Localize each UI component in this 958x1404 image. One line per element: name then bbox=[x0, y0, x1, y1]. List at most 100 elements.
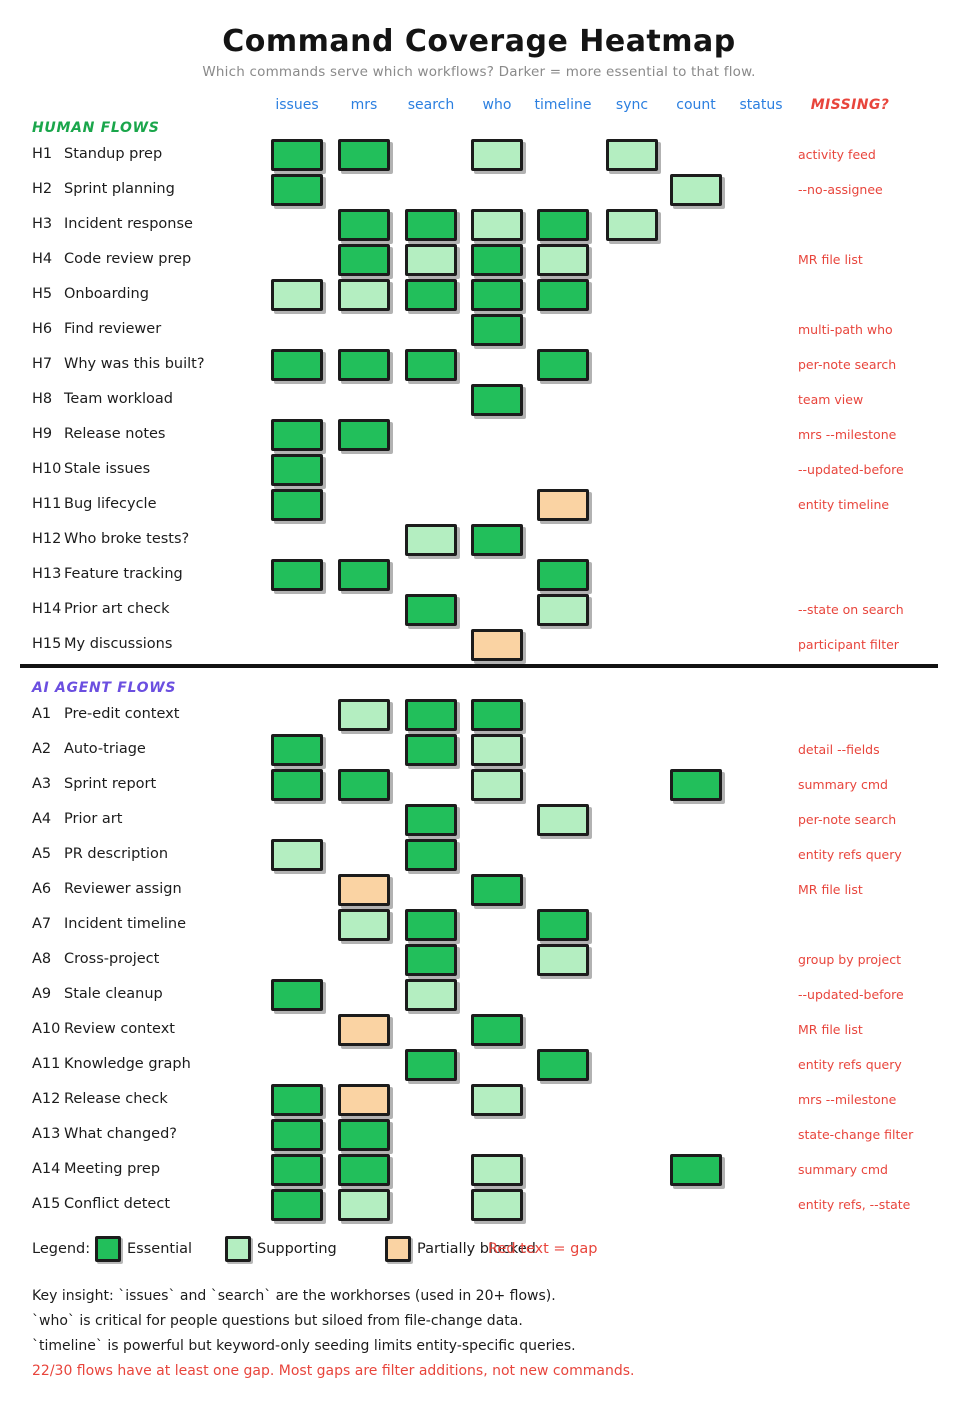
cell-a1-who[interactable] bbox=[471, 699, 523, 731]
cell-h2-issues[interactable] bbox=[271, 174, 323, 206]
row-name: Review context bbox=[64, 1021, 175, 1037]
cell-h7-timeline[interactable] bbox=[537, 349, 589, 381]
cell-a3-count[interactable] bbox=[670, 769, 722, 801]
cell-a14-who[interactable] bbox=[471, 1154, 523, 1186]
cell-a10-who[interactable] bbox=[471, 1014, 523, 1046]
cell-a2-who[interactable] bbox=[471, 734, 523, 766]
cell-h7-issues[interactable] bbox=[271, 349, 323, 381]
cell-h4-timeline[interactable] bbox=[537, 244, 589, 276]
missing-text-a13: state-change filter bbox=[798, 1127, 914, 1142]
cell-a3-who[interactable] bbox=[471, 769, 523, 801]
cell-a8-timeline[interactable] bbox=[537, 944, 589, 976]
cell-a12-mrs[interactable] bbox=[338, 1084, 390, 1116]
cell-a12-issues[interactable] bbox=[271, 1084, 323, 1116]
missing-text-a6: MR file list bbox=[798, 882, 863, 897]
cell-h4-search[interactable] bbox=[405, 244, 457, 276]
column-header-who: who bbox=[482, 97, 512, 113]
cell-a1-search[interactable] bbox=[405, 699, 457, 731]
row-id: A14 bbox=[32, 1161, 61, 1177]
cell-h7-search[interactable] bbox=[405, 349, 457, 381]
row-name: Bug lifecycle bbox=[64, 496, 157, 512]
cell-a9-search[interactable] bbox=[405, 979, 457, 1011]
cell-h3-search[interactable] bbox=[405, 209, 457, 241]
cell-h14-timeline[interactable] bbox=[537, 594, 589, 626]
row-id: H9 bbox=[32, 426, 53, 442]
row-label-h6: H6 Find reviewer bbox=[32, 321, 262, 337]
cell-a6-who[interactable] bbox=[471, 874, 523, 906]
cell-h5-mrs[interactable] bbox=[338, 279, 390, 311]
cell-a14-count[interactable] bbox=[670, 1154, 722, 1186]
cell-h7-mrs[interactable] bbox=[338, 349, 390, 381]
cell-a12-who[interactable] bbox=[471, 1084, 523, 1116]
cell-h5-timeline[interactable] bbox=[537, 279, 589, 311]
cell-h12-who[interactable] bbox=[471, 524, 523, 556]
cell-h5-search[interactable] bbox=[405, 279, 457, 311]
cell-h2-count[interactable] bbox=[670, 174, 722, 206]
cell-a4-timeline[interactable] bbox=[537, 804, 589, 836]
row-id: H3 bbox=[32, 216, 53, 232]
cell-h13-timeline[interactable] bbox=[537, 559, 589, 591]
cell-h11-timeline[interactable] bbox=[537, 489, 589, 521]
cell-a7-timeline[interactable] bbox=[537, 909, 589, 941]
cell-a8-search[interactable] bbox=[405, 944, 457, 976]
cell-a14-issues[interactable] bbox=[271, 1154, 323, 1186]
missing-text-h10: --updated-before bbox=[798, 462, 904, 477]
cell-h6-who[interactable] bbox=[471, 314, 523, 346]
cell-a2-search[interactable] bbox=[405, 734, 457, 766]
cell-a7-search[interactable] bbox=[405, 909, 457, 941]
cell-a3-mrs[interactable] bbox=[338, 769, 390, 801]
cell-a11-timeline[interactable] bbox=[537, 1049, 589, 1081]
cell-h9-issues[interactable] bbox=[271, 419, 323, 451]
legend-swatch-essential bbox=[95, 1236, 121, 1262]
cell-h4-mrs[interactable] bbox=[338, 244, 390, 276]
cell-h8-who[interactable] bbox=[471, 384, 523, 416]
cell-a13-mrs[interactable] bbox=[338, 1119, 390, 1151]
cell-h1-issues[interactable] bbox=[271, 139, 323, 171]
cell-h14-search[interactable] bbox=[405, 594, 457, 626]
cell-h1-who[interactable] bbox=[471, 139, 523, 171]
row-label-a9: A9 Stale cleanup bbox=[32, 986, 262, 1002]
cell-h3-who[interactable] bbox=[471, 209, 523, 241]
cell-a15-issues[interactable] bbox=[271, 1189, 323, 1221]
cell-a9-issues[interactable] bbox=[271, 979, 323, 1011]
cell-a7-mrs[interactable] bbox=[338, 909, 390, 941]
cell-h1-mrs[interactable] bbox=[338, 139, 390, 171]
cell-a15-mrs[interactable] bbox=[338, 1189, 390, 1221]
cell-h3-mrs[interactable] bbox=[338, 209, 390, 241]
missing-text-a2: detail --fields bbox=[798, 742, 880, 757]
cell-h3-timeline[interactable] bbox=[537, 209, 589, 241]
cell-h13-issues[interactable] bbox=[271, 559, 323, 591]
cell-a4-search[interactable] bbox=[405, 804, 457, 836]
cell-a11-search[interactable] bbox=[405, 1049, 457, 1081]
cell-h5-issues[interactable] bbox=[271, 279, 323, 311]
row-label-h14: H14 Prior art check bbox=[32, 601, 262, 617]
cell-a10-mrs[interactable] bbox=[338, 1014, 390, 1046]
cell-h13-mrs[interactable] bbox=[338, 559, 390, 591]
cell-h11-issues[interactable] bbox=[271, 489, 323, 521]
cell-h9-mrs[interactable] bbox=[338, 419, 390, 451]
cell-a2-issues[interactable] bbox=[271, 734, 323, 766]
row-id: A10 bbox=[32, 1021, 61, 1037]
cell-h12-search[interactable] bbox=[405, 524, 457, 556]
row-name: Cross-project bbox=[64, 951, 160, 967]
cell-a1-mrs[interactable] bbox=[338, 699, 390, 731]
cell-h10-issues[interactable] bbox=[271, 454, 323, 486]
cell-a3-issues[interactable] bbox=[271, 769, 323, 801]
cell-h3-sync[interactable] bbox=[606, 209, 658, 241]
row-label-a15: A15 Conflict detect bbox=[32, 1196, 262, 1212]
row-label-a12: A12 Release check bbox=[32, 1091, 262, 1107]
cell-h4-who[interactable] bbox=[471, 244, 523, 276]
cell-h5-who[interactable] bbox=[471, 279, 523, 311]
missing-text-h2: --no-assignee bbox=[798, 182, 883, 197]
cell-a14-mrs[interactable] bbox=[338, 1154, 390, 1186]
cell-a5-issues[interactable] bbox=[271, 839, 323, 871]
row-name: Standup prep bbox=[64, 146, 163, 162]
cell-a5-search[interactable] bbox=[405, 839, 457, 871]
cell-a13-issues[interactable] bbox=[271, 1119, 323, 1151]
row-id: H10 bbox=[32, 461, 62, 477]
cell-h15-who[interactable] bbox=[471, 629, 523, 661]
cell-a6-mrs[interactable] bbox=[338, 874, 390, 906]
cell-h1-sync[interactable] bbox=[606, 139, 658, 171]
cell-a15-who[interactable] bbox=[471, 1189, 523, 1221]
row-label-h2: H2 Sprint planning bbox=[32, 181, 262, 197]
